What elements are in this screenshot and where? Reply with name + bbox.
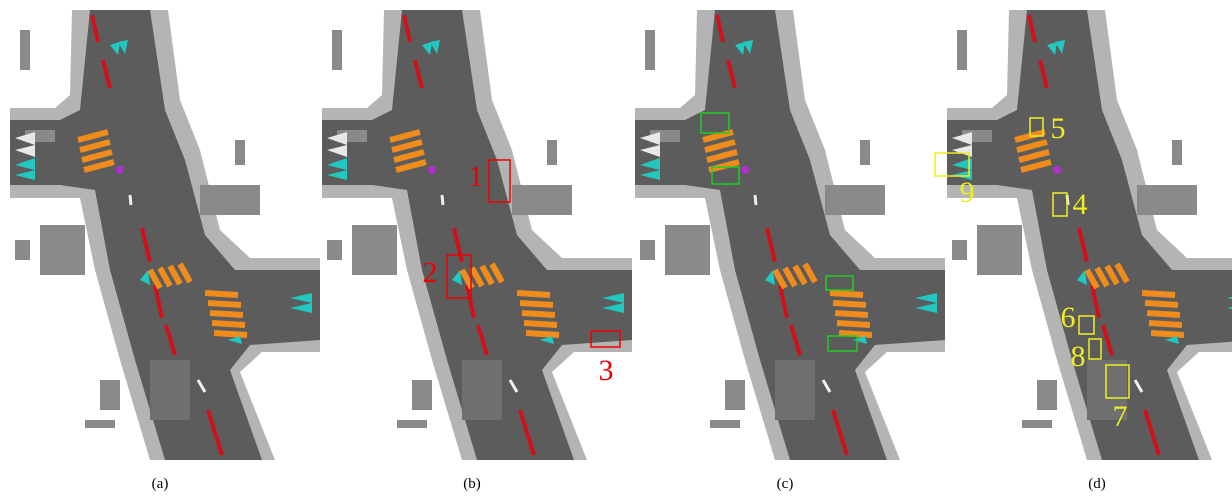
panel-caption: (c): [777, 476, 794, 492]
highlight-box: [827, 335, 858, 352]
highlight-box: [1029, 117, 1044, 137]
panel: (a): [10, 10, 320, 492]
point-cloud-scene: [635, 10, 945, 460]
panel: 5 9 4 6 87 (d): [934, 10, 1232, 492]
highlight-box: [825, 275, 854, 291]
panel-caption: (a): [152, 476, 169, 492]
annotation-number: 6: [1061, 301, 1076, 334]
annotation-number: 3: [599, 354, 614, 387]
highlight-box: [700, 112, 730, 134]
highlight-box: [590, 330, 621, 348]
point-cloud-scene: [10, 10, 320, 460]
panel: (c): [635, 10, 945, 492]
highlight-box: [488, 159, 511, 203]
highlight-box: [1078, 315, 1095, 335]
annotation-number: 5: [1051, 112, 1066, 145]
highlight-box: [446, 254, 472, 299]
panel: 1 2 3 (b): [322, 10, 632, 492]
highlight-box: [1052, 192, 1068, 217]
annotation-number: 8: [1071, 340, 1086, 373]
annotation-number: 7: [1113, 400, 1128, 433]
highlight-box: [1105, 364, 1130, 399]
highlight-box: [934, 152, 970, 177]
point-cloud-scene: [947, 10, 1232, 460]
annotation-number: 2: [423, 256, 438, 289]
panels: (a) 1 2 3 (b) (c) 5 9 4 6 87 (d): [10, 10, 1232, 492]
panel-caption: (d): [1088, 476, 1106, 492]
highlight-box: [1088, 338, 1102, 360]
annotation-number: 4: [1073, 188, 1088, 221]
annotation-number: 1: [469, 160, 484, 193]
highlight-box: [711, 166, 740, 185]
point-cloud-scene: [322, 10, 632, 460]
annotation-number: 9: [960, 176, 975, 209]
panel-caption: (b): [463, 476, 481, 492]
